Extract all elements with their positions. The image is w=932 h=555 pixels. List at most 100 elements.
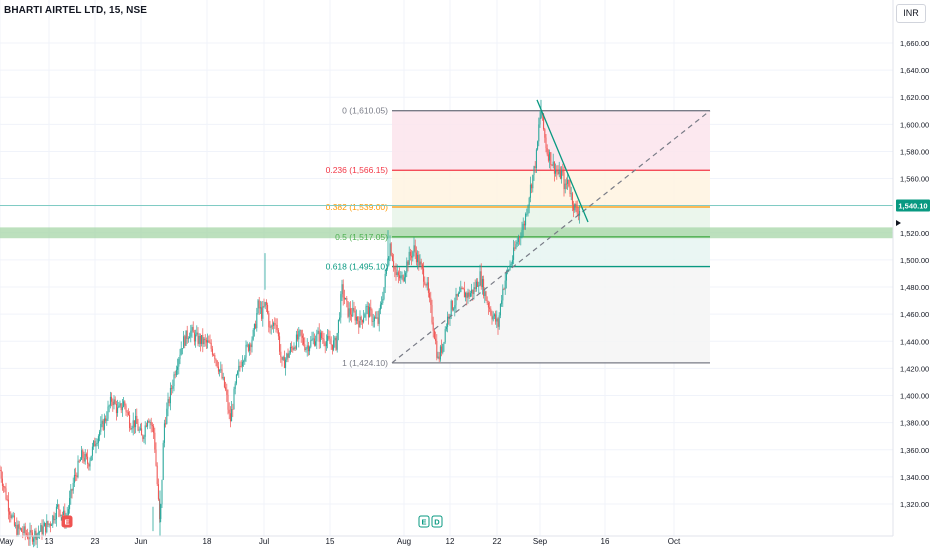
- candle-body: [480, 271, 482, 288]
- candle-body: [552, 161, 554, 166]
- candle-body: [47, 521, 49, 525]
- candle-body: [429, 292, 431, 298]
- candle-body: [528, 197, 530, 206]
- candle-body: [393, 260, 395, 268]
- candle-body: [280, 351, 282, 357]
- candle-body: [451, 300, 453, 310]
- candle-body: [166, 408, 168, 424]
- fib-level-label: 0.618 (1,495.10): [326, 262, 389, 272]
- candle-body: [52, 515, 54, 525]
- candle-body: [546, 148, 548, 155]
- price-axis[interactable]: [893, 0, 932, 550]
- candle-body: [523, 223, 525, 226]
- candle-body: [514, 247, 516, 249]
- time-axis-tick-label: 22: [493, 537, 502, 546]
- candle-body: [285, 359, 287, 368]
- dashed-trend-line[interactable]: [391, 110, 711, 364]
- candle-body: [153, 426, 155, 433]
- candle-body: [336, 333, 338, 350]
- candle-body: [225, 387, 227, 390]
- candle-body: [394, 267, 396, 270]
- candle-body: [13, 515, 15, 526]
- candle-body: [207, 340, 209, 343]
- candle-body: [109, 396, 111, 406]
- candle-body: [550, 152, 552, 165]
- candle-body: [91, 446, 93, 456]
- candle-body: [382, 299, 384, 303]
- event-marker-icon[interactable]: [61, 515, 73, 528]
- candle-body: [11, 515, 13, 518]
- price-axis-tick-label: 1,320.00: [900, 500, 929, 509]
- candle-body: [247, 344, 249, 351]
- candle-body: [423, 268, 425, 282]
- candle-body: [37, 532, 39, 534]
- candle-body: [253, 324, 255, 330]
- candle-body: [549, 152, 551, 161]
- candle-body: [239, 365, 241, 367]
- candle-body: [459, 292, 461, 294]
- candle-body: [17, 524, 19, 535]
- candle-body: [307, 345, 309, 352]
- candle-body: [102, 420, 104, 430]
- event-marker-letter: D: [434, 518, 440, 527]
- candle-body: [373, 317, 375, 322]
- candle-body: [196, 332, 198, 335]
- candle-body: [419, 261, 421, 266]
- candle-body: [160, 504, 162, 519]
- price-axis-tick-label: 1,600.00: [900, 120, 929, 129]
- candle-body: [23, 526, 25, 533]
- candle-body: [73, 474, 75, 483]
- candle-body: [487, 302, 489, 308]
- candle-body: [141, 428, 143, 436]
- candle-body: [24, 526, 26, 534]
- candle-body: [16, 524, 18, 535]
- candle-body: [575, 203, 577, 207]
- candle-body: [352, 307, 354, 317]
- event-marker-icon[interactable]: [431, 515, 443, 528]
- candle-body: [145, 425, 147, 427]
- candle-body: [193, 332, 195, 342]
- downtrend-line[interactable]: [536, 99, 589, 223]
- candle-body: [565, 183, 567, 185]
- price-axis-tick-label: 1,580.00: [900, 147, 929, 156]
- candle-body: [519, 236, 521, 238]
- candle-body: [437, 356, 439, 358]
- candle-body: [226, 389, 228, 395]
- candle-body: [142, 435, 144, 440]
- candle-body: [403, 277, 405, 281]
- candle-body: [369, 307, 371, 318]
- event-marker-letter: E: [64, 518, 69, 527]
- candle-body: [201, 334, 203, 344]
- axis-scroll-arrow-icon[interactable]: [896, 220, 901, 226]
- candle-body: [534, 166, 536, 169]
- fib-level-label: 0.382 (1,539.00): [326, 202, 389, 212]
- candle-body: [147, 420, 149, 427]
- candle-body: [317, 330, 319, 334]
- candle-body: [442, 343, 444, 353]
- candle-body: [517, 236, 519, 242]
- candle-body: [532, 174, 534, 189]
- candle-body: [415, 252, 417, 263]
- candle-body: [562, 170, 564, 173]
- currency-button[interactable]: INR: [896, 4, 926, 23]
- candle-body: [516, 241, 518, 245]
- event-marker-icon[interactable]: [418, 515, 430, 528]
- support-zone[interactable]: [0, 227, 893, 239]
- candle-body: [21, 528, 23, 532]
- candle-body: [438, 356, 440, 360]
- candle-body: [72, 482, 74, 491]
- candle-body: [123, 401, 125, 407]
- price-axis-tick-label: 1,360.00: [900, 446, 929, 455]
- candle-body: [527, 205, 529, 214]
- candle-body: [411, 255, 413, 258]
- candle-body: [275, 324, 277, 326]
- candle-body: [520, 237, 522, 238]
- fib-band-fill: [392, 266, 710, 363]
- candle-body: [443, 342, 445, 344]
- candle-body: [227, 394, 229, 410]
- candle-body: [466, 292, 468, 298]
- candle-body: [315, 341, 317, 346]
- candle-body: [173, 374, 175, 387]
